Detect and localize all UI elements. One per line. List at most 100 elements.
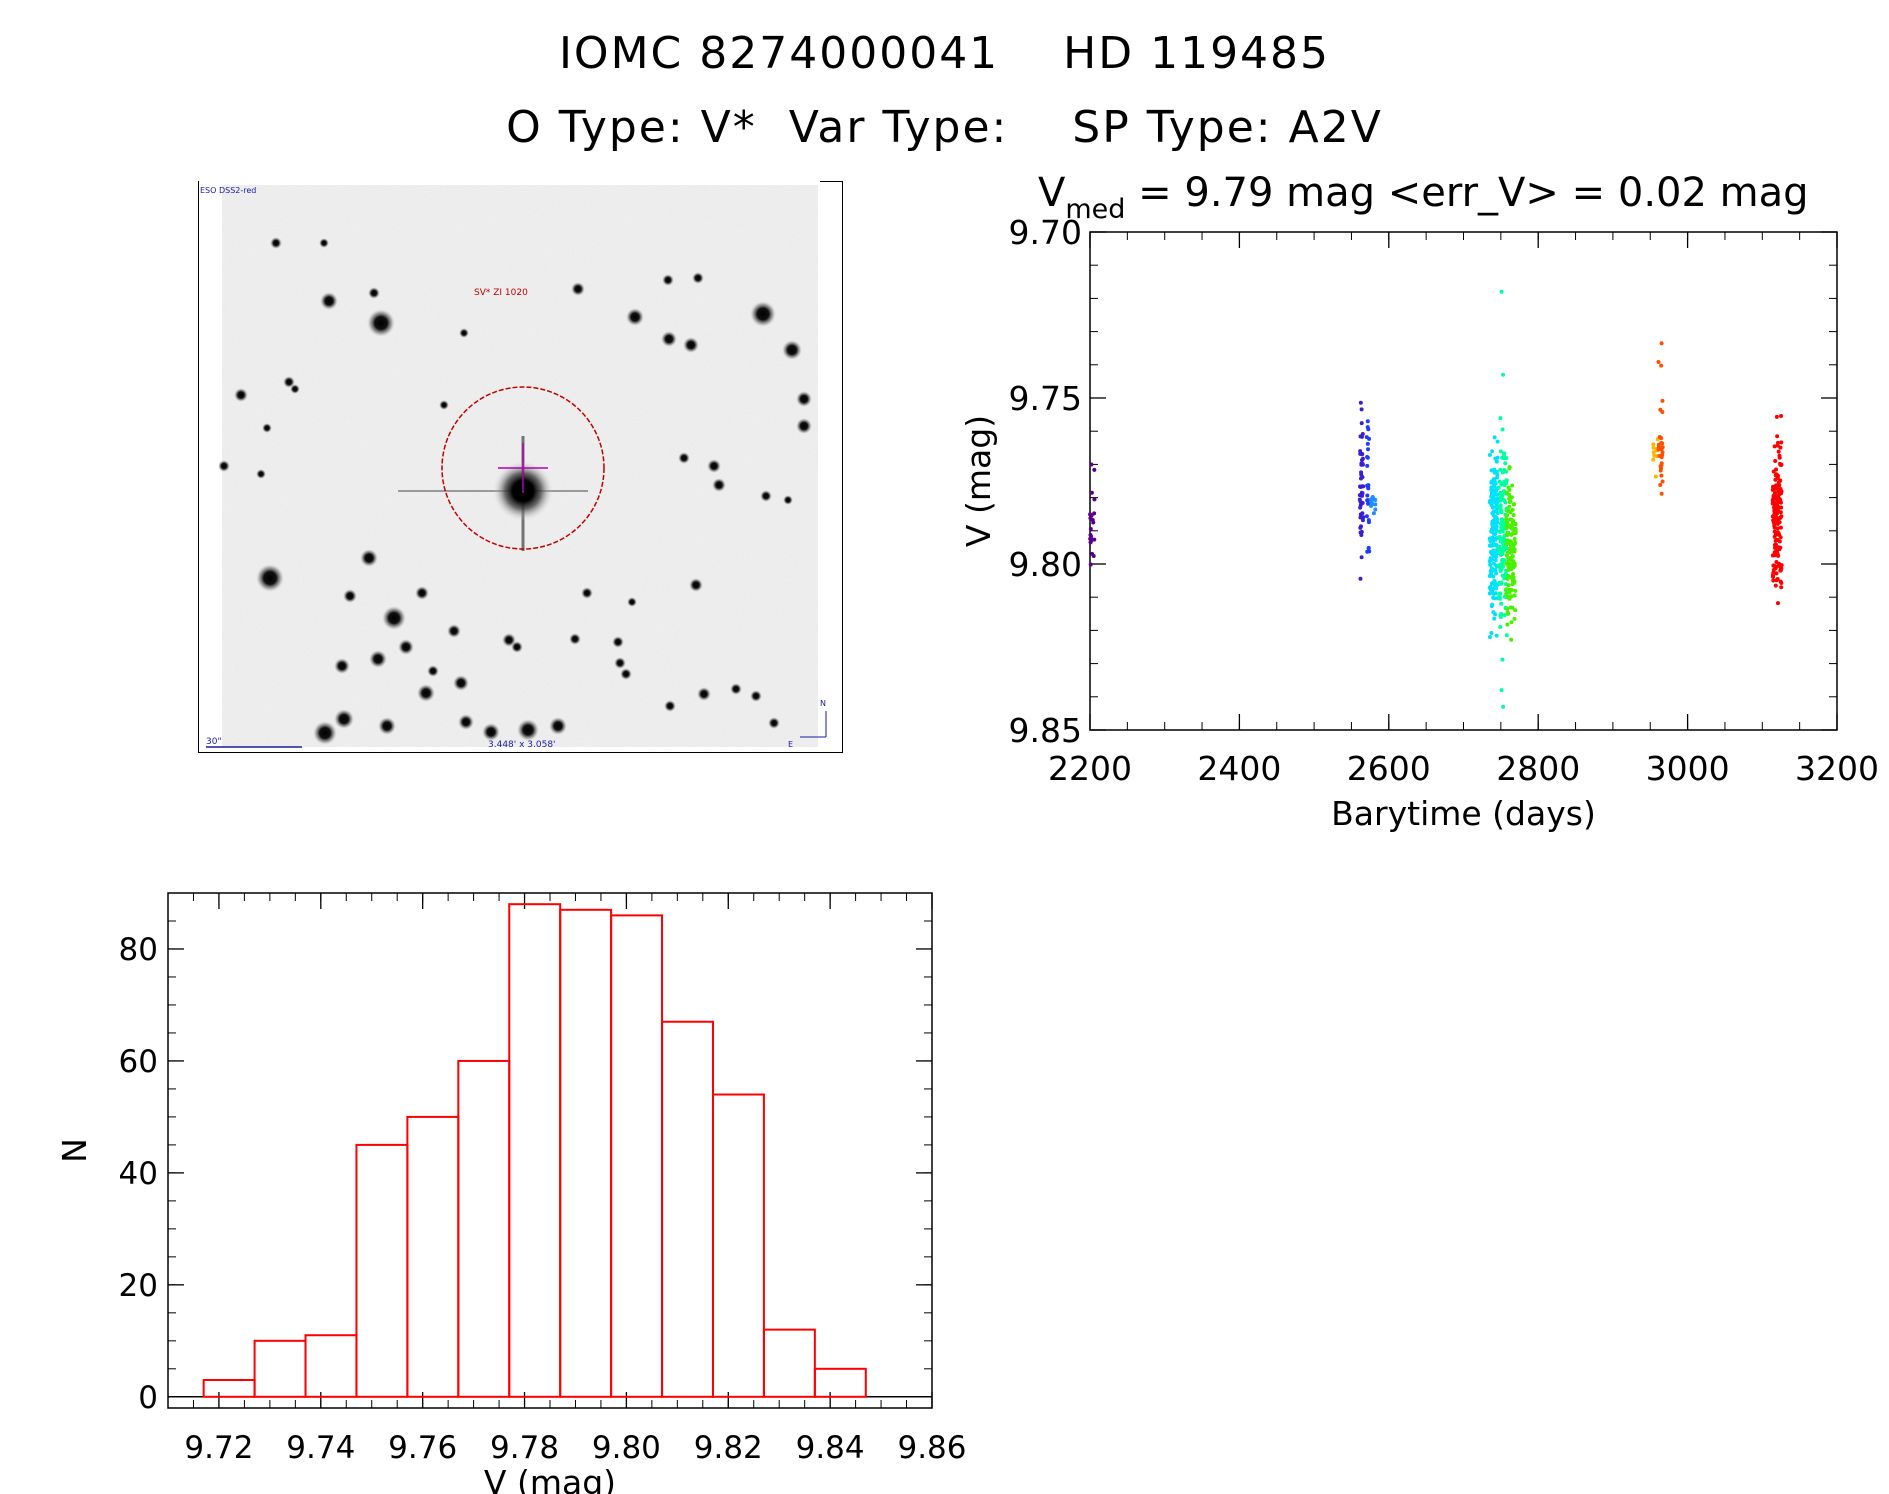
lc-point (1499, 508, 1504, 513)
lc-point (1502, 489, 1507, 494)
lc-point (1489, 581, 1494, 586)
lc-point (1507, 504, 1512, 509)
lc-point (1092, 497, 1097, 502)
lc-point (1491, 518, 1496, 523)
field-star (427, 665, 439, 677)
lc-point (1498, 416, 1503, 421)
lc-point (1499, 481, 1504, 486)
lc-point (1512, 547, 1517, 552)
lc-point (1775, 497, 1780, 502)
lc-point (1491, 481, 1496, 486)
lc-point (1651, 457, 1656, 462)
lc-point (1498, 508, 1503, 513)
lc-point (1508, 510, 1513, 515)
lc-point (1373, 497, 1378, 502)
lc-point (1493, 591, 1498, 596)
lc-point (1501, 546, 1506, 551)
lc-point (1503, 605, 1508, 610)
lc-point (1775, 511, 1780, 516)
lc-point (1779, 505, 1784, 510)
lc-point (1491, 513, 1496, 518)
lc-point (1505, 606, 1510, 611)
lc-xtick-label: 3000 (1646, 749, 1730, 788)
lc-point (1366, 485, 1371, 490)
lc-point (1491, 561, 1496, 566)
lc-point (1779, 563, 1784, 568)
lc-point (1359, 470, 1364, 475)
lc-point (1491, 525, 1496, 530)
lc-point (1500, 427, 1505, 432)
lc-point (1775, 505, 1780, 510)
lc-point (1492, 491, 1497, 496)
lc-point (1505, 561, 1510, 566)
lc-point (1366, 518, 1371, 523)
lc-point (1504, 606, 1509, 611)
lc-point (1499, 495, 1504, 500)
lc-point (1776, 497, 1781, 502)
hist-xtick-label: 9.78 (490, 1430, 559, 1466)
lc-point (1366, 486, 1371, 491)
lc-point (1358, 485, 1363, 490)
lc-point (1509, 594, 1514, 599)
lc-point (1511, 559, 1516, 564)
lc-point (1365, 455, 1370, 460)
lc-point (1511, 520, 1516, 525)
lc-point (1494, 501, 1499, 506)
lc-point (1499, 611, 1504, 616)
lc-point (1660, 441, 1665, 446)
lc-point (1506, 538, 1511, 543)
lc-point (1357, 497, 1362, 502)
lc-point (1511, 527, 1516, 532)
lc-point (1656, 359, 1661, 364)
lc-point (1779, 462, 1784, 467)
lc-point (1657, 453, 1662, 458)
lc-point (1658, 482, 1663, 487)
lc-point (1772, 525, 1777, 530)
lc-point (1503, 571, 1508, 576)
lc-point (1658, 464, 1663, 469)
lc-point (1365, 483, 1370, 488)
lc-point (1359, 555, 1364, 560)
lc-point (1510, 582, 1515, 587)
lc-point (1360, 493, 1365, 498)
lc-point (1775, 520, 1780, 525)
lc-point (1772, 523, 1777, 528)
lc-title: Vmed = 9.79 mag <err_V> = 0.02 mag (1038, 170, 1809, 225)
lc-point (1511, 578, 1516, 583)
lc-point (1505, 531, 1510, 536)
lc-point (1365, 425, 1370, 430)
lc-point (1500, 573, 1505, 578)
lc-point (1774, 507, 1779, 512)
lc-point (1503, 500, 1508, 505)
lc-point (1660, 479, 1665, 484)
hist-xtick-label: 9.80 (592, 1430, 661, 1466)
lc-point (1499, 580, 1504, 585)
lc-xtick-label: 2800 (1496, 749, 1580, 788)
lc-point (1776, 532, 1781, 537)
lc-point (1494, 563, 1499, 568)
lc-point (1510, 527, 1515, 532)
lc-point (1775, 506, 1780, 511)
lc-point (1773, 506, 1778, 511)
lc-point (1775, 519, 1780, 524)
lc-point (1511, 559, 1516, 564)
lc-point (1779, 566, 1784, 571)
lc-point (1500, 539, 1505, 544)
lc-point (1501, 539, 1506, 544)
lc-point (1777, 492, 1782, 497)
lc-plot-frame (1089, 231, 1838, 731)
lc-point (1365, 498, 1370, 503)
lc-point (1777, 500, 1782, 505)
lc-point (1776, 545, 1781, 550)
lc-point (1499, 493, 1504, 498)
lc-point (1509, 620, 1514, 625)
lc-point (1777, 547, 1782, 552)
lc-point (1773, 542, 1778, 547)
lc-point (1660, 452, 1665, 457)
lc-point (1089, 537, 1094, 542)
lc-point (1370, 495, 1375, 500)
lc-point (1490, 522, 1495, 527)
lc-point (1660, 409, 1665, 414)
field-star (712, 478, 726, 492)
lc-point (1513, 526, 1518, 531)
